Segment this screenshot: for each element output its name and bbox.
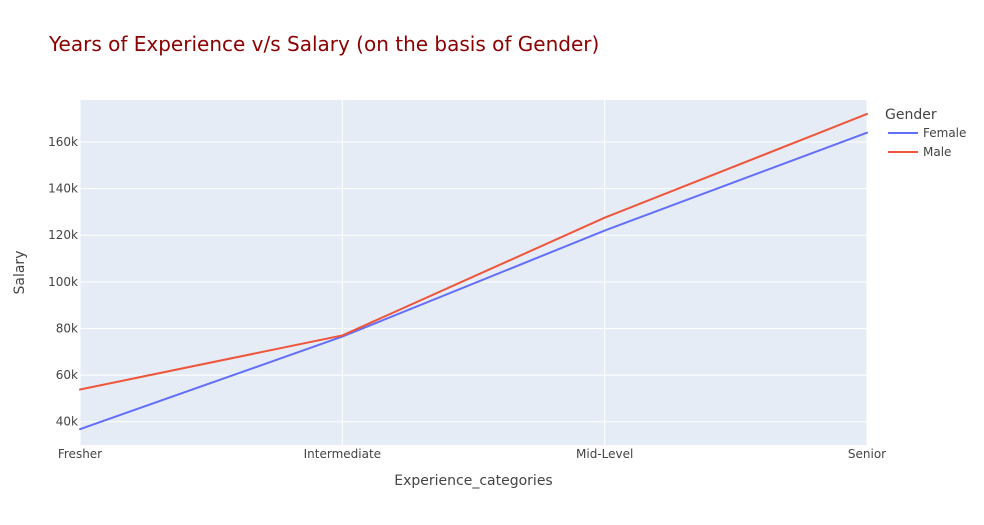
legend: Gender Female Male: [885, 107, 966, 159]
series-line-male: [79, 112, 868, 391]
y-gridlines: [80, 141, 867, 423]
chart-title: Years of Experience v/s Salary (on the b…: [48, 32, 599, 56]
plot-area: [80, 100, 867, 445]
series-line-female: [79, 131, 868, 431]
y-tick-label: 40k: [56, 415, 78, 429]
x-tick-label: Fresher: [58, 447, 102, 461]
x-gridlines: [79, 100, 868, 445]
legend-item-female[interactable]: Female: [888, 126, 966, 140]
series-lines: [79, 112, 868, 431]
y-tick-label: 60k: [56, 368, 78, 382]
x-tick-label: Senior: [848, 447, 886, 461]
y-tick-label: 140k: [48, 182, 78, 196]
x-tick-label: Intermediate: [304, 447, 381, 461]
y-tick-label: 120k: [48, 228, 78, 242]
x-axis-title: Experience_categories: [394, 473, 552, 489]
x-axis-ticks: Fresher Intermediate Mid-Level Senior: [58, 447, 886, 461]
y-axis-title: Salary: [12, 251, 28, 295]
legend-title: Gender: [885, 107, 937, 123]
y-tick-label: 80k: [56, 321, 78, 335]
y-tick-label: 160k: [48, 135, 78, 149]
legend-label: Male: [923, 145, 951, 159]
legend-label: Female: [923, 126, 966, 140]
x-tick-label: Mid-Level: [576, 447, 633, 461]
legend-item-male[interactable]: Male: [888, 145, 951, 159]
y-tick-label: 100k: [48, 275, 78, 289]
y-axis-ticks: 40k 60k 80k 100k 120k 140k 160k: [48, 135, 78, 429]
